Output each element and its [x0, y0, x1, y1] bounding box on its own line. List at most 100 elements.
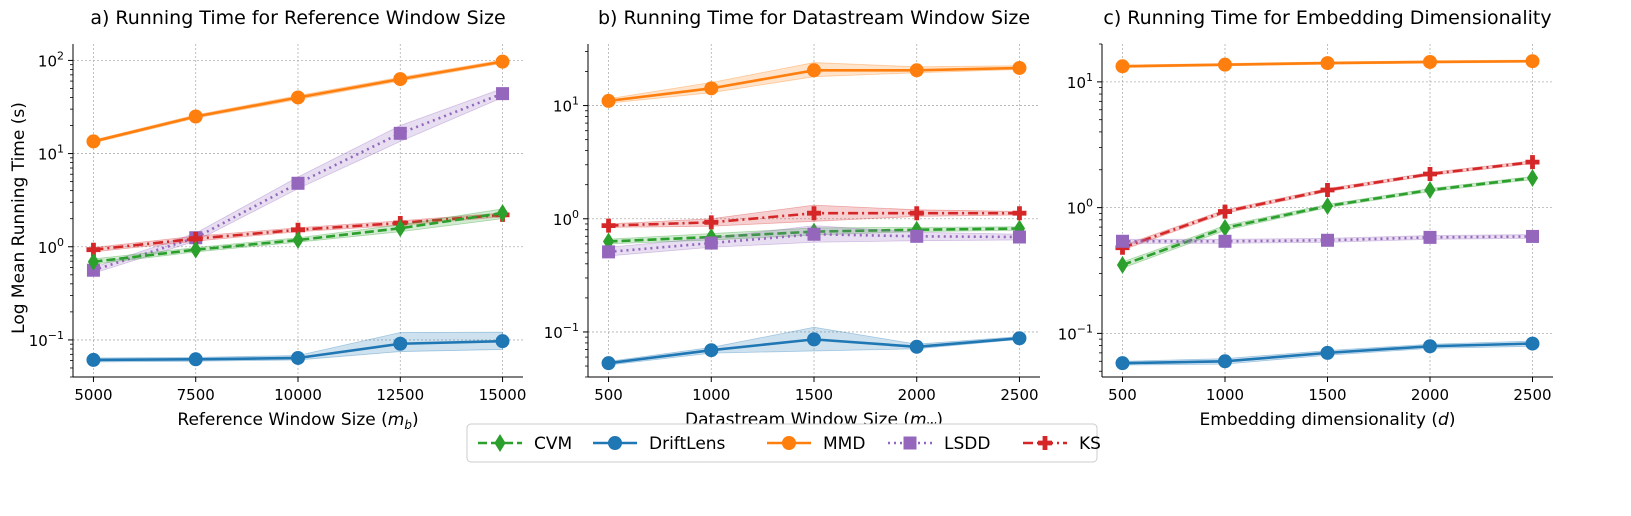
chart-title: b) Running Time for Datastream Window Si…: [598, 7, 1030, 29]
point-driftlens: [1012, 331, 1027, 346]
point-driftlens: [188, 352, 203, 367]
y-tick-label: 100: [1067, 197, 1093, 218]
series-mmd: [1115, 54, 1540, 74]
point-lsdd: [1321, 233, 1334, 247]
point-cvm: [292, 231, 304, 249]
x-tick-label: 5000: [74, 386, 112, 404]
x-tick-label: 12500: [376, 386, 424, 404]
y-tick-label: 101: [553, 95, 579, 116]
y-tick-label: 101: [38, 143, 64, 164]
legend-marker: [494, 434, 506, 452]
point-mmd: [291, 90, 305, 105]
y-tick-label: 100: [553, 208, 579, 229]
y-tick-label: 101: [1067, 71, 1093, 92]
legend-item-lsdd: LSDD: [888, 434, 990, 454]
x-tick-label: 1500: [1308, 386, 1346, 404]
legend-item-ks: KS: [1023, 434, 1101, 454]
point-cvm: [496, 204, 509, 222]
point-driftlens: [601, 356, 616, 371]
legend-label: MMD: [823, 434, 865, 454]
y-tick-label: 10−1: [544, 321, 579, 342]
legend-label: KS: [1079, 434, 1101, 454]
point-lsdd: [1218, 234, 1232, 248]
point-ks: [1218, 204, 1232, 219]
x-tick-label: 7500: [177, 386, 215, 404]
chart-panels: 10−1 100 101 102 5000 7500 10000 12500 15000 a) R…: [29, 7, 1553, 432]
point-ks: [909, 206, 924, 221]
point-mmd: [704, 81, 719, 96]
point-ks: [291, 222, 305, 237]
point-driftlens: [393, 336, 408, 351]
point-lsdd: [807, 227, 821, 241]
x-tick-label: 2500: [1000, 386, 1038, 404]
x-tick-label: 1000: [1206, 386, 1244, 404]
x-tick-label: 2000: [1411, 386, 1449, 404]
point-cvm: [1526, 169, 1539, 187]
point-cvm: [1424, 181, 1436, 199]
point-mmd: [1320, 56, 1335, 71]
point-driftlens: [704, 343, 719, 358]
x-tick-label: 1000: [692, 386, 730, 404]
point-driftlens: [1218, 354, 1232, 369]
y-axis-label: Log Mean Running Time (s): [9, 102, 29, 334]
point-mmd: [393, 72, 408, 87]
series-driftlens: [86, 331, 510, 367]
point-driftlens: [909, 339, 924, 354]
series-driftlens: [601, 326, 1027, 371]
point-cvm: [1116, 256, 1129, 274]
chart-title: c) Running Time for Embedding Dimensiona…: [1103, 7, 1551, 29]
point-cvm: [394, 219, 406, 238]
point-ks: [1012, 206, 1027, 221]
y-tick-label: 100: [38, 236, 64, 257]
series-mmd: [86, 54, 510, 149]
point-ks: [188, 231, 203, 246]
point-ks: [601, 218, 616, 233]
point-driftlens: [807, 332, 821, 347]
point-mmd: [495, 54, 510, 69]
point-cvm: [87, 252, 100, 271]
x-tick-label: 10000: [274, 386, 322, 404]
x-tick-label: 2500: [1513, 386, 1551, 404]
point-lsdd: [496, 87, 510, 101]
point-lsdd: [602, 245, 616, 259]
series-ks: [601, 204, 1027, 233]
point-driftlens: [1115, 356, 1130, 371]
point-lsdd: [1116, 234, 1129, 248]
x-tick-label: 500: [594, 386, 623, 404]
point-mmd: [807, 63, 821, 78]
point-mmd: [1218, 57, 1232, 72]
panel-1: 10−1 100 101 102 5000 7500 10000 12500 15000 a) R…: [29, 7, 527, 432]
point-driftlens: [86, 352, 101, 367]
point-driftlens: [1525, 336, 1540, 351]
panel-3: 10−1 100 101 500 1000 1500 2000 2500 c) Running …: [1058, 7, 1553, 430]
point-ks: [1320, 183, 1335, 198]
x-tick-label: 1500: [795, 386, 833, 404]
point-mmd: [1423, 54, 1437, 69]
point-ks: [1423, 167, 1437, 182]
point-driftlens: [291, 350, 305, 365]
point-lsdd: [1526, 229, 1539, 243]
point-mmd: [1012, 60, 1027, 75]
point-mmd: [601, 93, 616, 108]
point-lsdd: [393, 126, 407, 140]
series-driftlens: [1115, 336, 1540, 371]
series-cvm: [1116, 169, 1539, 274]
point-mmd: [86, 134, 101, 149]
legend-item-mmd: MMD: [767, 434, 865, 454]
point-driftlens: [1423, 339, 1437, 354]
point-mmd: [188, 109, 203, 124]
legend-label: CVM: [534, 434, 572, 454]
x-axis-label: Embedding dimensionality (d): [1200, 410, 1456, 430]
point-ks: [86, 242, 101, 257]
chart-title: a) Running Time for Reference Window Siz…: [90, 7, 505, 29]
point-lsdd: [704, 236, 718, 250]
x-axis-label: Reference Window Size (mb): [177, 410, 418, 432]
y-tick-label: 10−1: [1058, 322, 1093, 343]
legend-item-driftlens: DriftLens: [593, 434, 726, 454]
point-cvm: [190, 240, 202, 259]
series-line-lsdd: [608, 232, 1020, 254]
legend-label: LSDD: [944, 434, 990, 454]
point-driftlens: [495, 334, 510, 349]
legend-marker: [608, 436, 622, 450]
